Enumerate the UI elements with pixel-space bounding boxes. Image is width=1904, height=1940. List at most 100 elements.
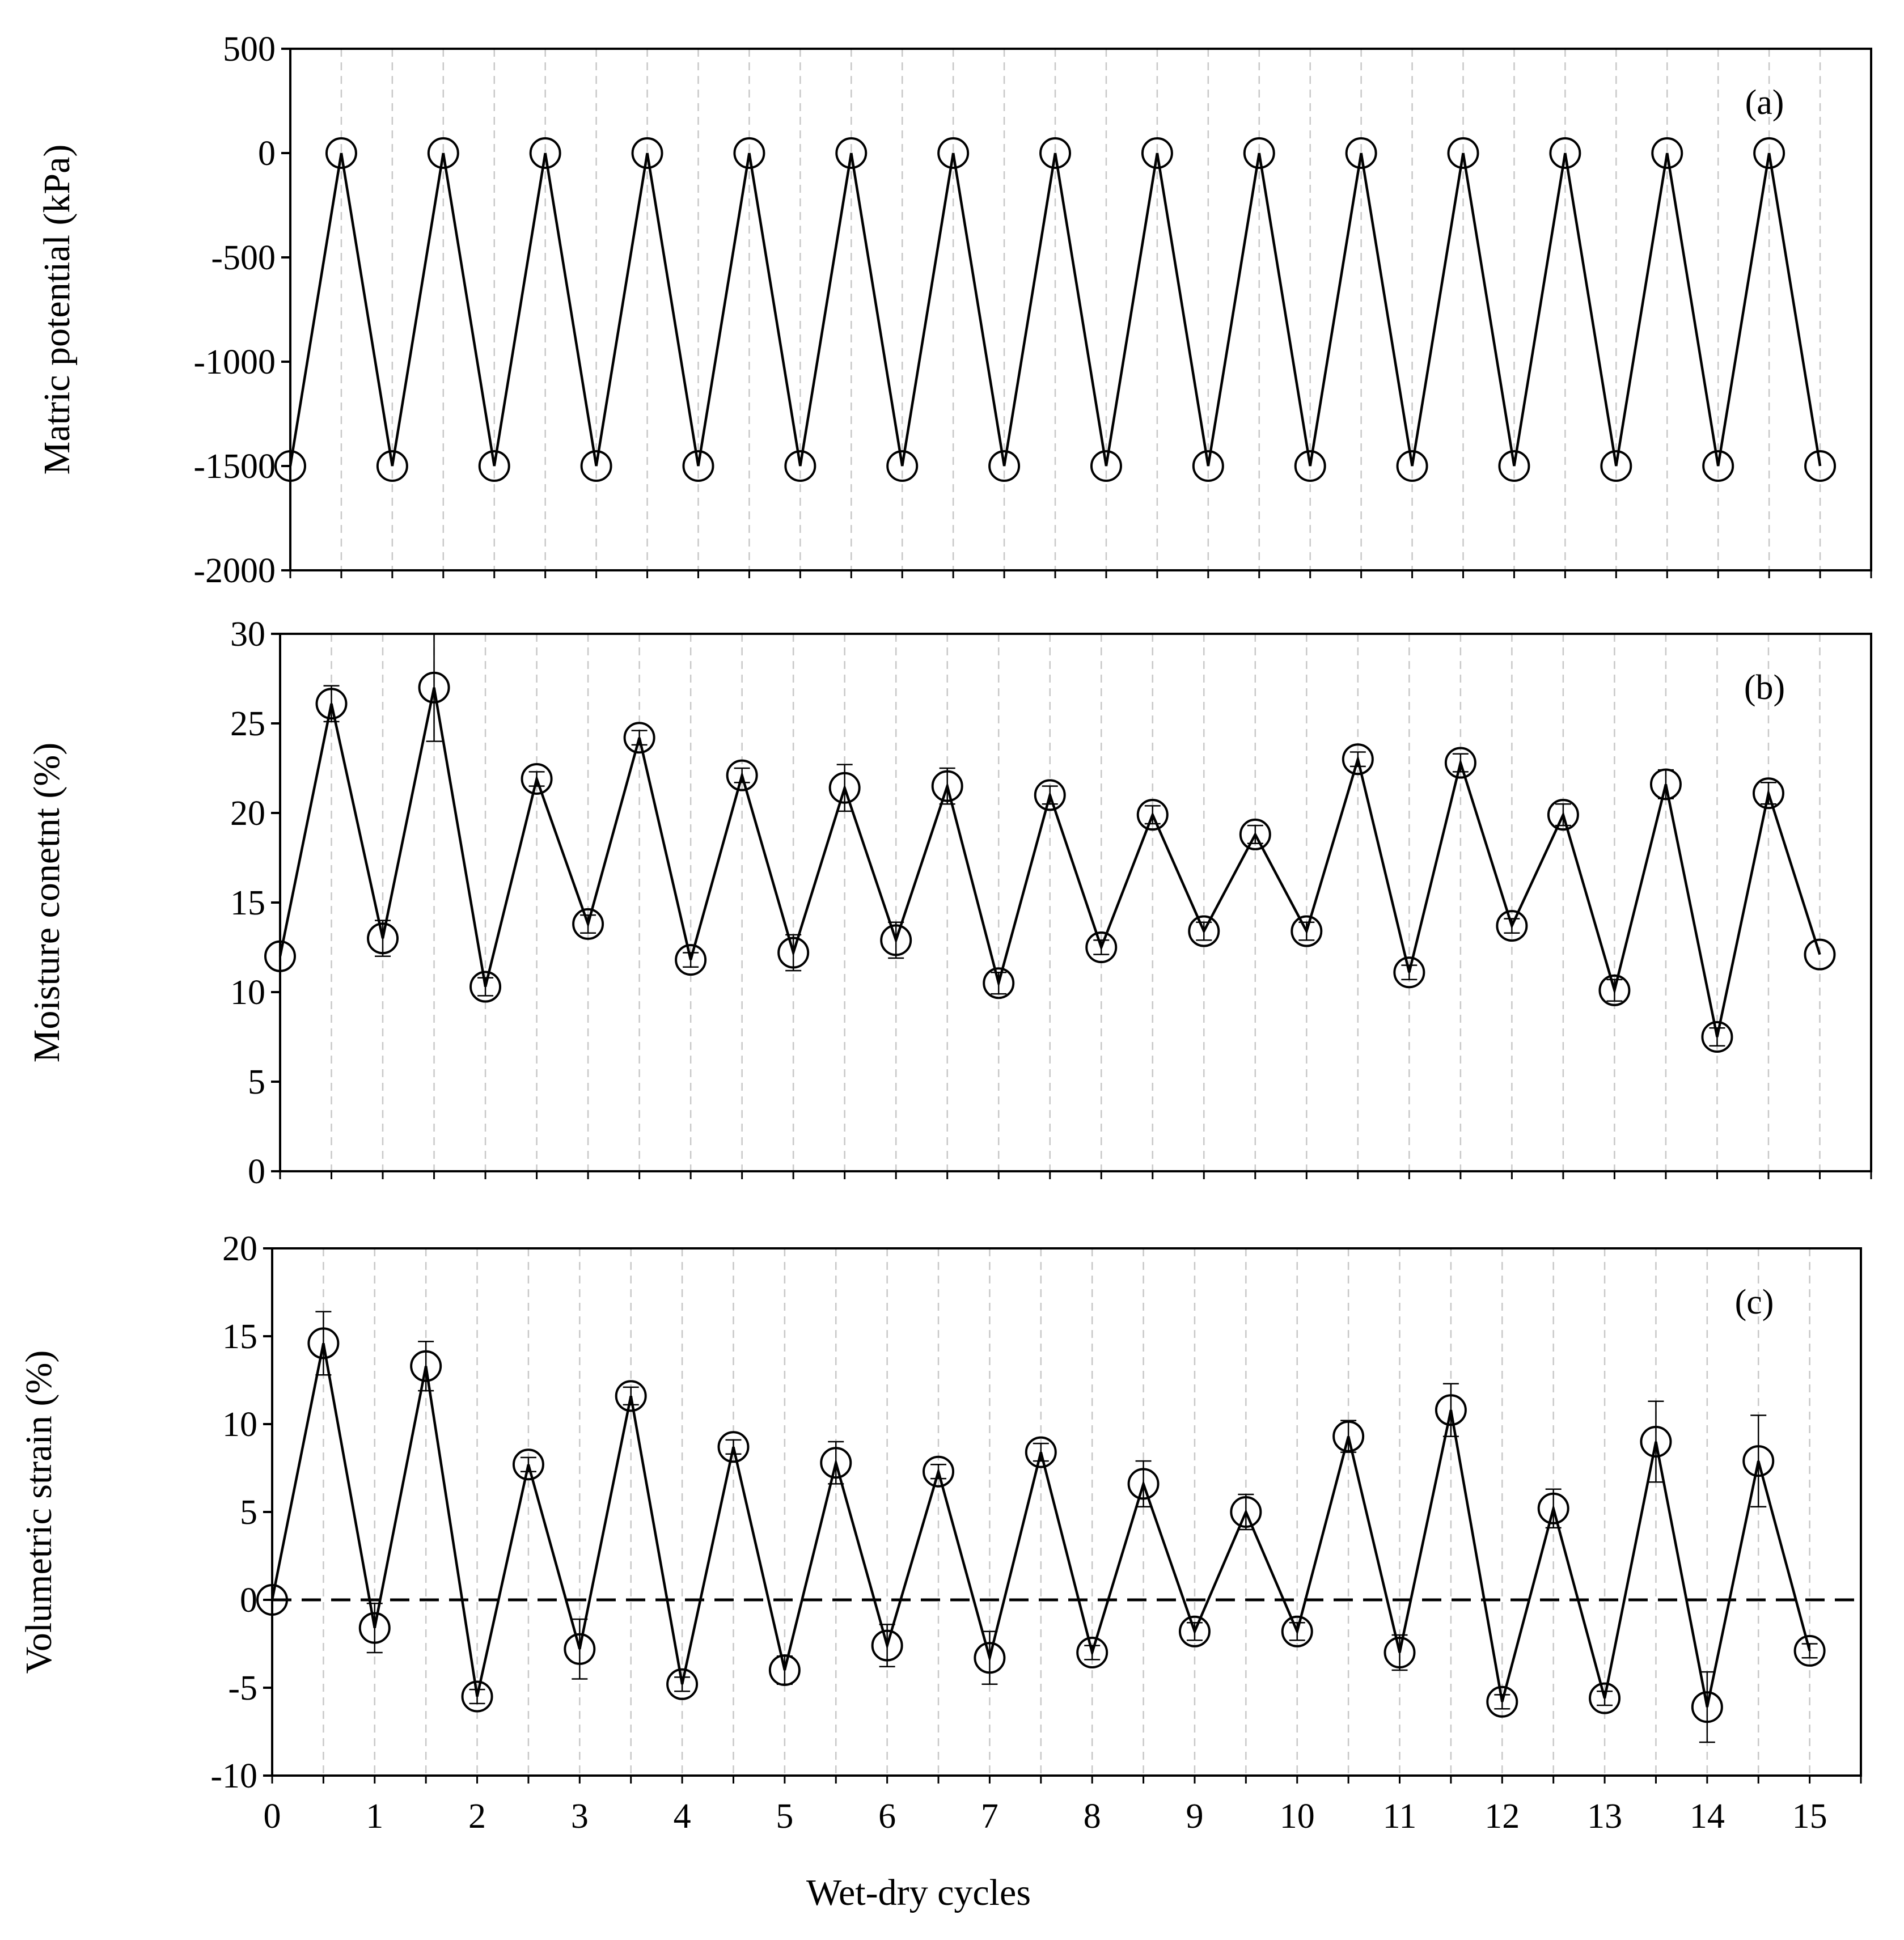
data-point [1136, 799, 1169, 831]
y-tick-label: 5 [240, 1493, 257, 1532]
data-point [1076, 1637, 1108, 1668]
panel-b-moisture-content: 0 5 10 15 20 25 30 Moisture conetnt (%) (b) [26, 615, 1872, 1191]
data-point [1332, 1420, 1365, 1452]
plot-frame [271, 1247, 1862, 1777]
data-point [974, 1642, 1006, 1674]
y-tick-label: 20 [230, 794, 265, 833]
series-line [289, 153, 1822, 467]
data-point [1496, 910, 1528, 942]
data-point [1127, 1468, 1160, 1500]
data-point [615, 1380, 647, 1412]
data-point [307, 1327, 340, 1359]
y-tick-label: 15 [230, 884, 265, 922]
data-point [418, 671, 450, 704]
data-point [871, 1629, 903, 1662]
data-point [886, 450, 919, 482]
data-point [931, 770, 963, 802]
data-point [1435, 1394, 1467, 1426]
y-tick-label: 0 [258, 134, 276, 173]
data-point [469, 971, 502, 1003]
series-line [278, 687, 1821, 1037]
x-tick-label: 12 [1484, 1797, 1520, 1836]
data-point [572, 908, 604, 940]
y-tick-label: -2000 [193, 552, 276, 590]
x-axis-title: Wet-dry cycles [806, 1872, 1031, 1913]
data-point [1444, 747, 1476, 779]
plot-frame [289, 48, 1872, 571]
data-point [274, 450, 306, 482]
data-point [666, 1668, 699, 1700]
data-point [564, 1633, 596, 1665]
data-point [820, 1447, 852, 1479]
data-point [923, 1455, 955, 1488]
x-tick-label: 13 [1587, 1797, 1622, 1836]
data-point [1281, 1615, 1313, 1647]
data-point [1701, 1021, 1733, 1053]
data-point [427, 137, 459, 169]
data-point [1230, 1496, 1262, 1528]
series-line [270, 1342, 1811, 1708]
panel-label: (c) [1735, 1283, 1774, 1321]
data-point [376, 450, 408, 482]
data-point [1239, 818, 1271, 850]
data-point [1651, 137, 1683, 169]
data-point [512, 1448, 544, 1481]
y-tick-label: 10 [230, 973, 265, 1012]
data-point [1537, 1492, 1569, 1524]
data-point [1090, 450, 1122, 482]
y-axis-title: Matric potential (kPa) [36, 145, 78, 475]
data-point [768, 1654, 801, 1686]
data-point [478, 450, 510, 482]
x-tick-label: 3 [571, 1797, 589, 1836]
y-tick-label: 0 [248, 1153, 265, 1191]
data-point [1640, 1426, 1672, 1458]
y-tick-label: 5 [248, 1063, 265, 1102]
data-point [631, 137, 663, 169]
data-point [1025, 1436, 1057, 1468]
data-point [1342, 743, 1374, 776]
data-point [1178, 1615, 1211, 1647]
y-tick-label: 15 [222, 1318, 257, 1356]
data-point [529, 137, 561, 169]
y-tick-label: 30 [230, 615, 265, 654]
data-point [1589, 1682, 1621, 1714]
data-point [1393, 956, 1425, 989]
y-tick-label: -500 [211, 239, 276, 277]
data-point [410, 1350, 442, 1382]
data-point [784, 450, 816, 482]
data-point [1447, 137, 1479, 169]
data-point [1804, 450, 1837, 482]
y-tick-label: -5 [228, 1669, 257, 1708]
x-tick-label: 2 [468, 1797, 486, 1836]
data-point [623, 722, 655, 754]
data-point [264, 940, 296, 972]
data-point [1192, 450, 1224, 482]
data-point [1804, 938, 1836, 971]
data-point [1383, 1637, 1416, 1668]
data-point [1188, 915, 1220, 947]
data-point [726, 759, 758, 791]
data-point [1547, 799, 1579, 831]
data-point [675, 944, 707, 976]
data-point [1291, 915, 1323, 947]
plot-frame [279, 633, 1872, 1172]
panel-label: (a) [1745, 83, 1784, 122]
y-axis-title: Moisture conetnt (%) [26, 743, 67, 1063]
data-point [315, 688, 348, 720]
data-point [937, 137, 970, 169]
x-tick-label: 1 [366, 1797, 383, 1836]
x-tick-label: 0 [264, 1797, 281, 1836]
data-point [1752, 777, 1784, 810]
data-point [1345, 137, 1377, 169]
y-axis-title: Volumetric strain (%) [18, 1350, 60, 1674]
data-point [1753, 137, 1785, 169]
data-point [1742, 1445, 1775, 1477]
y-tick-label: 10 [222, 1405, 257, 1444]
x-tick-label: 14 [1690, 1797, 1725, 1836]
data-point [983, 967, 1015, 999]
data-point [1085, 931, 1118, 963]
x-tick-label: 6 [878, 1797, 896, 1836]
data-point [521, 763, 553, 795]
